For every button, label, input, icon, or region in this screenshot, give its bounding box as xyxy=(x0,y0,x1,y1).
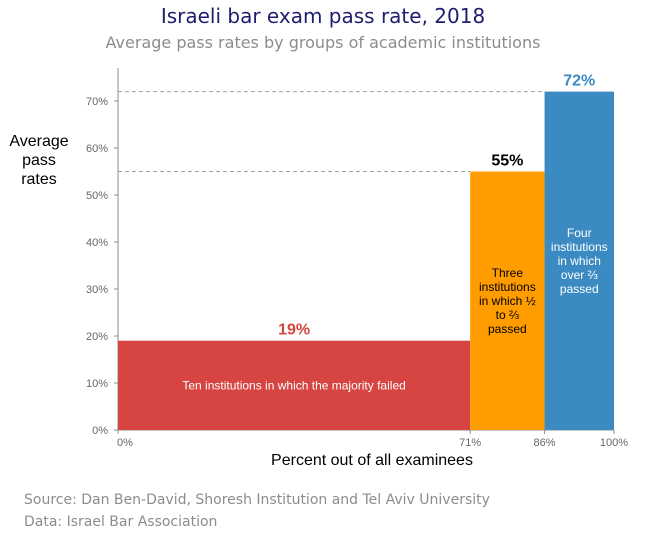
bar-description-label: Four xyxy=(567,226,592,240)
x-tick-label: 0% xyxy=(117,437,133,449)
y-tick-label: 0% xyxy=(92,425,108,437)
bar-description-label: Ten institutions in which the majority f… xyxy=(182,378,405,392)
x-tick-label: 100% xyxy=(600,437,628,449)
bar-description-label: institutions xyxy=(479,280,536,294)
bar-description-label: over ⅔ xyxy=(561,268,598,282)
bar-2 xyxy=(470,171,545,430)
y-tick-label: 70% xyxy=(86,96,108,108)
bar-description-label: Three xyxy=(492,266,524,280)
y-axis-label-line: rates xyxy=(21,171,57,188)
y-tick-label: 10% xyxy=(86,378,108,390)
bar-description-label: in which ½ xyxy=(479,294,536,308)
y-tick-label: 30% xyxy=(86,284,108,296)
y-tick-label: 20% xyxy=(86,331,108,343)
bar-description-label: to ⅔ xyxy=(496,308,519,322)
bar-value-label: 55% xyxy=(491,153,523,170)
x-axis-label: Percent out of all examinees xyxy=(271,452,473,469)
y-axis-label-line: pass xyxy=(22,152,56,169)
bar-value-label: 19% xyxy=(278,322,310,339)
bar-description-label: passed xyxy=(488,322,527,336)
source-line: Source: Dan Ben-David, Shoresh Instituti… xyxy=(24,492,490,508)
chart-subtitle: Average pass rates by groups of academic… xyxy=(105,33,541,52)
y-tick-label: 60% xyxy=(86,143,108,155)
y-axis-label: Average pass rates xyxy=(2,132,76,189)
source-note: Source: Dan Ben-David, Shoresh Instituti… xyxy=(24,489,490,533)
y-axis-label-line: Average xyxy=(9,133,69,150)
bar-3 xyxy=(544,91,614,430)
x-tick-label: 71% xyxy=(459,437,481,449)
data-credit-line: Data: Israel Bar Association xyxy=(24,514,218,530)
bar-description-label: passed xyxy=(560,282,599,296)
bar-description-label: institutions xyxy=(551,240,608,254)
chart-title: Israeli bar exam pass rate, 2018 xyxy=(160,4,486,28)
bar-1 xyxy=(118,340,471,430)
bar-value-label: 72% xyxy=(563,73,595,90)
bar-description-label: in which xyxy=(558,254,601,268)
y-tick-label: 40% xyxy=(86,237,108,249)
y-tick-label: 50% xyxy=(86,190,108,202)
x-tick-label: 86% xyxy=(534,437,556,449)
